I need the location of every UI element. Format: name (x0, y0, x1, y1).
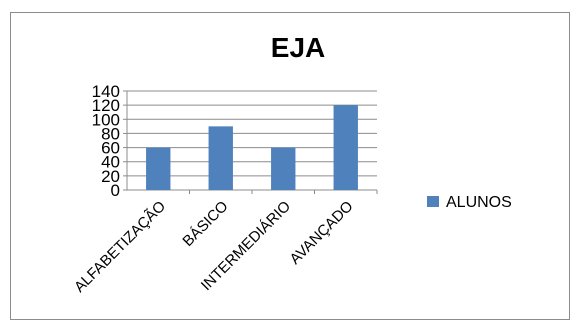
legend-label: ALUNOS (446, 194, 512, 211)
y-tick-label: 100 (92, 110, 120, 129)
x-category-label: BÁSICO (179, 198, 231, 250)
y-tick-label: 20 (101, 167, 120, 186)
y-tick-label: 0 (111, 181, 120, 200)
bar (271, 147, 296, 190)
y-tick-label: 60 (101, 139, 120, 158)
bar (333, 105, 358, 190)
x-category-label: ALFABETIZAÇÃO (71, 198, 169, 296)
x-category-label: AVANÇADO (287, 198, 357, 268)
y-tick-label: 120 (92, 96, 120, 115)
chart-title: EJA (271, 32, 325, 63)
y-tick-label: 140 (92, 82, 120, 101)
bar (208, 126, 233, 190)
y-tick-label: 80 (101, 124, 120, 143)
y-tick-label: 40 (101, 153, 120, 172)
legend-swatch (427, 196, 439, 207)
bars (146, 105, 358, 190)
legend: ALUNOS (427, 194, 512, 211)
bar (146, 147, 171, 190)
